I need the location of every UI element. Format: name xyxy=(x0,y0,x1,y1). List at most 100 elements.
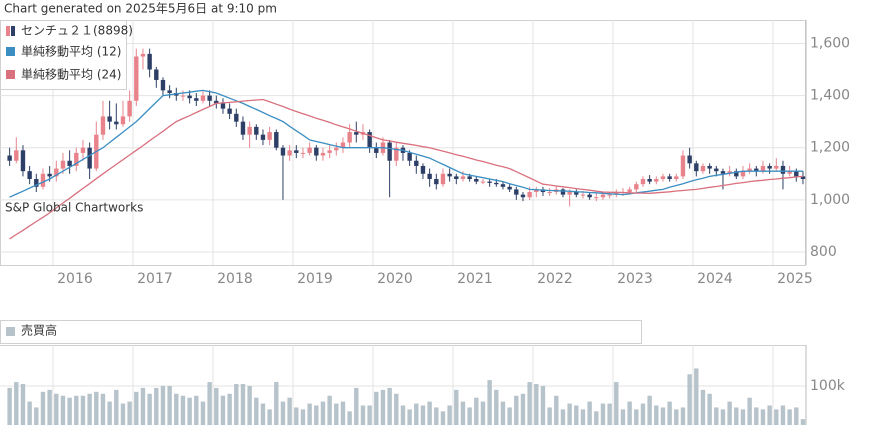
volume-bar xyxy=(607,403,612,425)
legend-swatch xyxy=(6,47,15,56)
candle-body xyxy=(67,160,72,166)
volume-bar xyxy=(74,395,79,425)
candle-body xyxy=(80,147,86,153)
candle-body xyxy=(254,126,259,135)
volume-bar xyxy=(574,405,579,425)
candle-body xyxy=(547,192,552,194)
volume-bar xyxy=(554,395,559,425)
volume-bar xyxy=(114,389,119,425)
volume-bar xyxy=(600,403,606,425)
candle-body xyxy=(427,173,432,179)
volume-bar xyxy=(674,409,679,425)
volume-bar xyxy=(7,387,12,425)
legend-swatch xyxy=(6,327,15,336)
volume-bar xyxy=(640,403,646,425)
volume-bar xyxy=(134,391,139,425)
volume-bar xyxy=(660,407,666,425)
candle-body xyxy=(220,103,226,109)
volume-legend-box xyxy=(0,320,642,344)
candle-body xyxy=(774,165,779,169)
volume-bar xyxy=(60,395,66,425)
volume-bar xyxy=(100,393,106,425)
volume-bar xyxy=(360,405,366,425)
legend-label: 単純移動平均 (24) xyxy=(21,68,121,82)
candle-body xyxy=(374,147,379,153)
volume-bar xyxy=(460,401,466,425)
volume-bar xyxy=(27,401,32,425)
plot: 2016 2017 2018 2019 2020 2021 2022 2023 2024 2025… xyxy=(0,20,850,425)
candle-body xyxy=(734,171,739,177)
volume-bar xyxy=(194,395,199,425)
candle-body xyxy=(754,168,759,172)
candle-body xyxy=(154,69,159,80)
volume-bar xyxy=(647,395,652,425)
candle-body xyxy=(294,150,299,153)
x-tick-label: 2016 xyxy=(57,271,93,287)
candle-body xyxy=(787,171,792,174)
x-tick-label: 2020 xyxy=(377,271,413,287)
volume-bar xyxy=(327,395,332,425)
volume-bar xyxy=(220,395,226,425)
volume-bar xyxy=(340,401,346,425)
x-tick-label: 2023 xyxy=(617,271,653,287)
candle-body xyxy=(780,165,786,174)
candle-body xyxy=(714,168,719,172)
candle-body xyxy=(634,184,639,190)
moving-average-line xyxy=(9,98,804,240)
volume-bar xyxy=(167,385,172,425)
x-tick-label: 2018 xyxy=(217,271,253,287)
candle-body xyxy=(614,192,619,195)
volume-bar xyxy=(154,387,159,425)
legend-label: センチュ２１(8898) xyxy=(21,24,133,38)
volume-bar xyxy=(320,401,326,425)
candle-body xyxy=(247,126,252,135)
legend-label: 単純移動平均 (12) xyxy=(21,45,121,59)
candle-body xyxy=(760,165,766,172)
candle-body xyxy=(534,189,539,193)
volume-bar xyxy=(634,409,639,425)
chart-title: Chart generated on 2025年5月6日 at 9:10 pm xyxy=(4,2,277,16)
volume-bar xyxy=(447,405,452,425)
volume-bar xyxy=(667,401,672,425)
candle-body xyxy=(460,176,466,179)
candle-body xyxy=(194,98,199,101)
legend-swatch xyxy=(11,26,15,36)
candle-body xyxy=(654,178,659,182)
candle-body xyxy=(120,116,126,125)
volume-bar xyxy=(654,405,659,425)
volume-bar xyxy=(427,401,432,425)
candle-body xyxy=(347,132,352,143)
candle-body xyxy=(114,121,119,125)
candle-body xyxy=(47,173,52,177)
volume-bar xyxy=(200,401,206,425)
volume-bar xyxy=(280,401,286,425)
y-tick-label: 1,600 xyxy=(810,35,850,51)
volume-bar xyxy=(747,397,752,425)
candle-body xyxy=(574,192,579,195)
candle-body xyxy=(60,160,66,169)
candle-body xyxy=(127,100,132,117)
volume-bar xyxy=(727,401,732,425)
candle-body xyxy=(227,108,232,114)
volume-bar xyxy=(687,374,692,425)
candle-body xyxy=(234,113,239,122)
candle-body xyxy=(440,173,446,185)
volume-bar xyxy=(287,397,292,425)
volume-bar xyxy=(734,407,739,425)
candle-body xyxy=(580,194,586,196)
volume-bar xyxy=(120,403,126,425)
volume-bar xyxy=(394,393,399,425)
volume-bar xyxy=(274,382,279,425)
candle-body xyxy=(420,165,426,174)
x-tick-label: 2025 xyxy=(777,271,813,287)
candle-body xyxy=(800,176,806,179)
candle-body xyxy=(727,171,732,174)
volume-bar xyxy=(774,409,779,425)
candle-body xyxy=(687,155,692,164)
candle-body xyxy=(560,189,566,195)
volume-bar xyxy=(627,401,632,425)
volume-bar xyxy=(140,387,146,425)
volume-bar xyxy=(467,407,472,425)
volume-bar xyxy=(754,407,759,425)
